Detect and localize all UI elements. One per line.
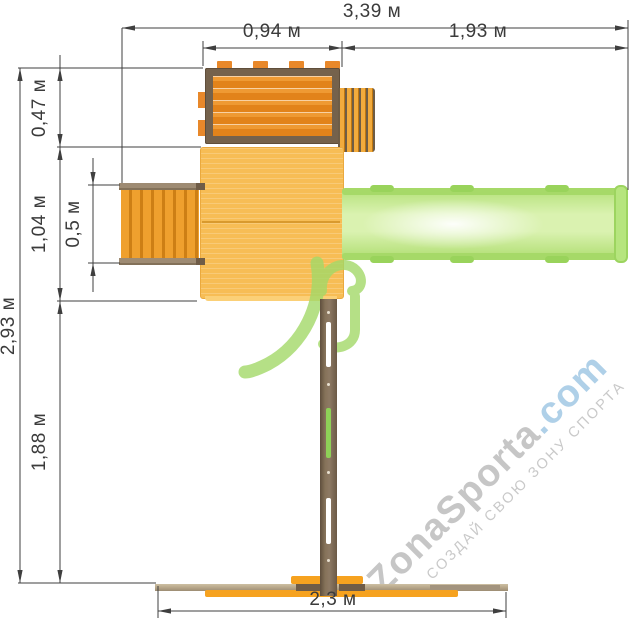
platform-seam bbox=[202, 221, 340, 223]
stairs-connector bbox=[196, 258, 205, 265]
swing-beam bbox=[320, 299, 337, 596]
dim-label-tower-width: 0,94 м bbox=[242, 21, 302, 42]
dim-label-total-depth: 2,93 м bbox=[0, 296, 19, 356]
roof-tab bbox=[253, 61, 268, 69]
beam-screw bbox=[327, 471, 330, 474]
platform-edge-highlight bbox=[205, 296, 337, 301]
dim-label-total-width: 3,39 м bbox=[342, 1, 402, 22]
roof-tab bbox=[289, 61, 304, 69]
base-bracket-block bbox=[296, 584, 322, 591]
stairs-connector bbox=[196, 183, 205, 190]
stairs-steps bbox=[121, 190, 199, 258]
slide-rail-bump bbox=[545, 256, 569, 263]
dim-label-swing-depth: 1,88 м bbox=[29, 412, 50, 472]
slide-rail-bump bbox=[370, 256, 394, 263]
stairs-rail bbox=[119, 258, 203, 265]
beam-screw bbox=[327, 559, 330, 562]
slide-bed bbox=[342, 192, 620, 256]
dim-label-stairs-width: 0,5 м bbox=[63, 200, 84, 248]
dim-label-slide-length: 1,93 м bbox=[448, 21, 508, 42]
wall-ladder bbox=[338, 88, 375, 152]
slide-rail-bump bbox=[450, 256, 474, 263]
dim-label-base-width: 2,3 м bbox=[309, 589, 357, 610]
beam-screw bbox=[327, 311, 330, 314]
roof-tab bbox=[325, 61, 340, 69]
slide-rail-bottom bbox=[342, 253, 622, 260]
roof-tab bbox=[217, 61, 232, 69]
slide-rail-bump bbox=[450, 185, 474, 192]
beam-screw bbox=[327, 383, 330, 386]
slide-end-cap bbox=[614, 185, 628, 263]
base-bracket-block bbox=[339, 584, 365, 591]
beam-slot bbox=[326, 322, 331, 367]
dim-label-platform-depth: 1,04 м bbox=[29, 194, 50, 254]
slide-rail-bump bbox=[370, 185, 394, 192]
beam-slot-green bbox=[326, 408, 331, 458]
stairs-rail bbox=[119, 183, 203, 190]
roof-side-tab bbox=[198, 92, 206, 108]
slide-rail-bump bbox=[545, 185, 569, 192]
logo-dome-stroke bbox=[316, 260, 366, 296]
slide-rail-top bbox=[342, 188, 622, 195]
roof-side-tab bbox=[198, 120, 206, 136]
roof-panel-slats bbox=[213, 76, 332, 136]
logo-swoosh-stroke bbox=[238, 256, 325, 379]
ground-beam-joint bbox=[430, 585, 500, 590]
beam-slot bbox=[326, 498, 331, 544]
dim-label-roof-depth: 0,47 м bbox=[29, 78, 50, 138]
